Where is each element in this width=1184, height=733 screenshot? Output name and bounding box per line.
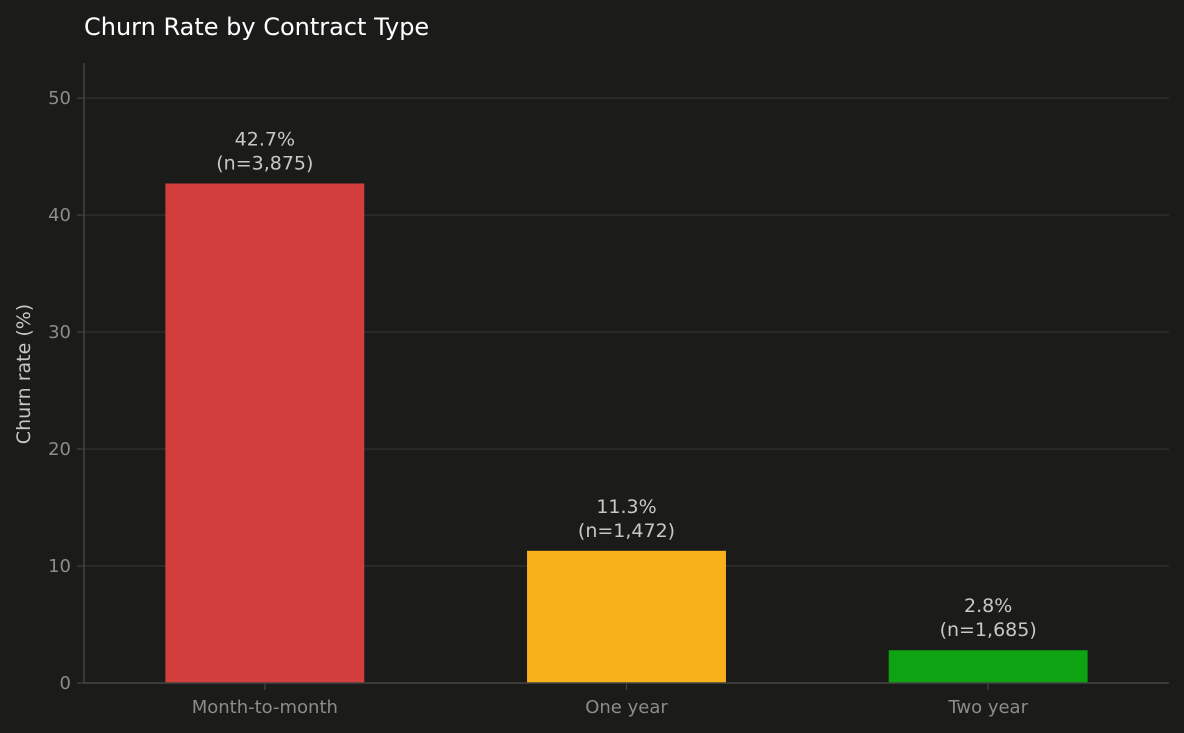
y-tick-label: 0 [60, 673, 71, 694]
bar-value-label: 11.3% [596, 496, 656, 518]
y-tick-label: 50 [48, 88, 71, 109]
y-tick-label: 20 [48, 439, 71, 460]
chart-title: Churn Rate by Contract Type [84, 13, 429, 41]
axes: 0 10 20 30 40 50 Month-to-month One year Two yea… [48, 63, 1169, 718]
bar-two-year [888, 650, 1088, 683]
bar-value-label: 42.7% [235, 128, 295, 150]
x-tick-label: Two year [947, 697, 1028, 718]
y-tick-label: 10 [48, 556, 71, 577]
bar-count-label: (n=1,472) [578, 520, 675, 542]
y-tick-label: 40 [48, 205, 71, 226]
data-labels: 42.7%(n=3,875) 11.3%(n=1,472) 2.8%(n=1,685… [216, 128, 1037, 641]
bar-count-label: (n=3,875) [216, 152, 313, 174]
x-tick-label: Month-to-month [192, 697, 338, 718]
bar-month-to-month [165, 183, 365, 683]
bar-value-label: 2.8% [964, 595, 1012, 617]
bars [165, 183, 1088, 683]
y-tick-label: 30 [48, 322, 71, 343]
bar-one-year [527, 550, 726, 683]
y-axis-label: Churn rate (%) [13, 304, 35, 444]
bar-count-label: (n=1,685) [940, 619, 1037, 641]
x-tick-label: One year [585, 697, 668, 718]
